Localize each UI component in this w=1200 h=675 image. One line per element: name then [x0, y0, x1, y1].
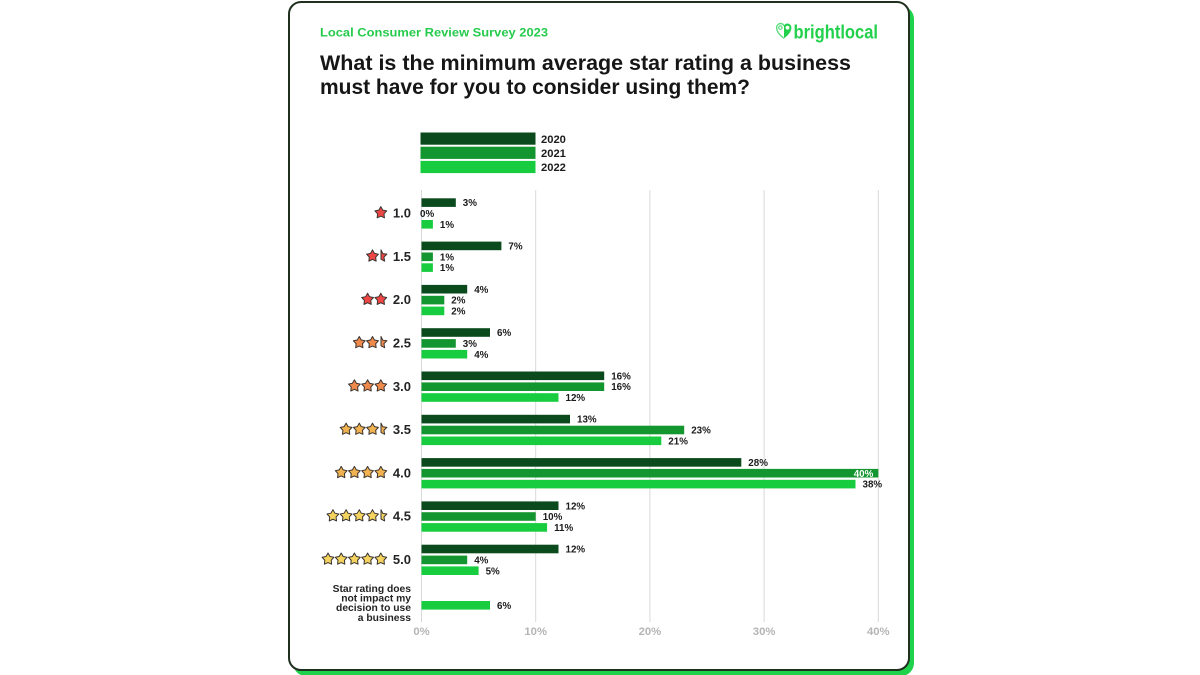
svg-text:2%: 2% [451, 296, 465, 307]
svg-text:3.5: 3.5 [393, 422, 411, 437]
svg-text:40%: 40% [854, 469, 874, 480]
svg-text:28%: 28% [748, 458, 768, 469]
svg-text:16%: 16% [611, 371, 631, 382]
svg-text:Local Consumer Review Survey 2: Local Consumer Review Survey 2023 [320, 26, 548, 40]
svg-text:6%: 6% [497, 328, 511, 339]
svg-text:2020: 2020 [541, 134, 566, 146]
svg-text:12%: 12% [566, 393, 586, 404]
svg-text:10%: 10% [543, 512, 563, 523]
svg-text:3%: 3% [463, 339, 477, 350]
svg-text:5.0: 5.0 [393, 552, 411, 567]
svg-text:11%: 11% [554, 523, 573, 534]
svg-text:38%: 38% [863, 480, 883, 491]
svg-text:0%: 0% [420, 209, 434, 220]
svg-text:1%: 1% [440, 220, 454, 231]
svg-text:12%: 12% [566, 501, 586, 512]
svg-text:4.0: 4.0 [393, 465, 411, 480]
svg-text:3.0: 3.0 [393, 379, 411, 394]
svg-text:1.0: 1.0 [393, 206, 411, 221]
svg-text:21%: 21% [668, 436, 688, 447]
svg-text:1%: 1% [440, 263, 454, 274]
svg-text:2.5: 2.5 [393, 336, 411, 351]
svg-text:1%: 1% [440, 252, 454, 263]
svg-text:30%: 30% [753, 626, 776, 638]
svg-text:1.5: 1.5 [393, 249, 411, 264]
svg-text:brightlocal: brightlocal [794, 23, 879, 44]
svg-text:What is the minimum average st: What is the minimum average star rating … [320, 52, 851, 75]
svg-text:5%: 5% [486, 566, 500, 577]
svg-text:13%: 13% [577, 415, 597, 426]
svg-text:20%: 20% [639, 626, 662, 638]
svg-text:10%: 10% [524, 626, 547, 638]
svg-text:4%: 4% [474, 556, 488, 567]
svg-text:2021: 2021 [541, 148, 566, 160]
svg-text:0%: 0% [413, 626, 429, 638]
svg-text:4%: 4% [474, 350, 488, 361]
svg-text:2%: 2% [451, 307, 465, 318]
svg-text:decision to use: decision to use [336, 603, 411, 614]
svg-text:Star rating does: Star rating does [333, 584, 412, 595]
svg-text:12%: 12% [566, 545, 586, 556]
svg-text:a business: a business [358, 613, 411, 624]
svg-text:not impact my: not impact my [341, 594, 411, 605]
svg-text:6%: 6% [497, 601, 511, 612]
svg-text:40%: 40% [867, 626, 890, 638]
svg-text:2022: 2022 [541, 162, 566, 174]
svg-text:must have for you to consider: must have for you to consider using them… [320, 76, 750, 99]
svg-text:3%: 3% [463, 198, 477, 209]
svg-text:7%: 7% [508, 242, 522, 253]
svg-text:16%: 16% [611, 382, 631, 393]
svg-text:23%: 23% [691, 426, 711, 437]
svg-text:4.5: 4.5 [393, 509, 411, 524]
svg-text:2.0: 2.0 [393, 292, 411, 307]
svg-text:4%: 4% [474, 285, 488, 296]
